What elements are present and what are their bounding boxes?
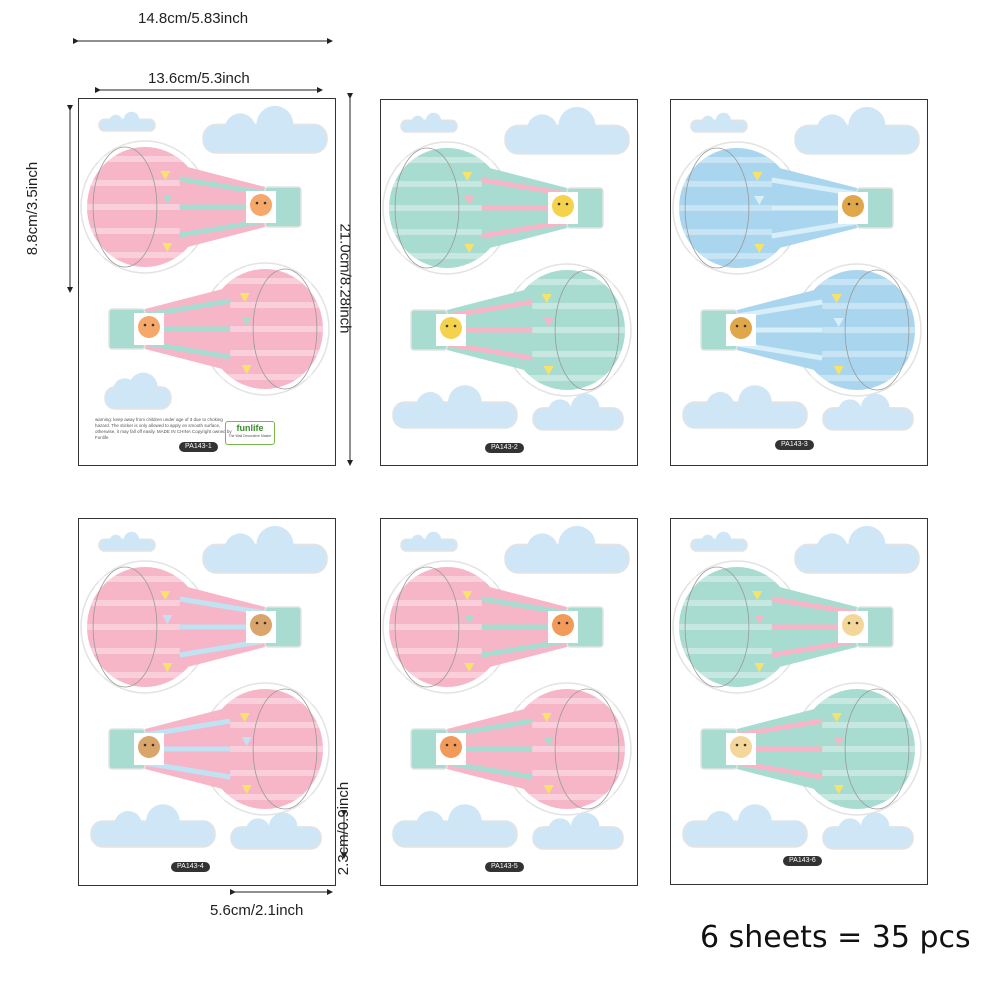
sticker-sheet-4: PA143-4 <box>78 518 336 886</box>
hot-air-balloon-sticker <box>382 141 604 275</box>
hot-air-balloon-sticker <box>80 560 302 694</box>
cloud-sticker <box>392 804 518 848</box>
sheet-code-4: PA143-4 <box>171 862 210 872</box>
cloud-sticker <box>682 804 808 848</box>
sheet-code-1: PA143-1 <box>179 442 218 452</box>
giraffe-face-icon <box>440 317 462 339</box>
cloud-sticker <box>794 525 920 574</box>
cloud-sticker <box>532 393 624 431</box>
cloud-sticker <box>690 112 748 133</box>
balloon-height-label: 8.8cm/3.5inch <box>24 161 42 256</box>
bunny-face-icon <box>730 736 752 758</box>
sticker-sheet-6: PA143-6 <box>670 518 928 885</box>
sticker-sheet-2: PA143-2 <box>380 99 638 466</box>
hot-air-balloon-sticker <box>672 560 894 694</box>
cloud-sticker <box>202 525 328 574</box>
sheet-code-5: PA143-5 <box>485 862 524 872</box>
summary-text: 6 sheets = 35 pcs <box>700 920 971 955</box>
cloud-sticker <box>98 531 156 552</box>
cloud-sticker <box>230 812 322 850</box>
cloud-sticker <box>690 531 748 552</box>
fox-face-icon <box>552 614 574 636</box>
sheet-width-inner-label: 13.6cm/5.3inch <box>148 70 250 87</box>
bear-face-icon <box>250 614 272 636</box>
giraffe-face-icon <box>552 195 574 217</box>
cloud-sticker <box>400 112 458 133</box>
hot-air-balloon-sticker <box>672 141 894 275</box>
cloud-sticker <box>392 385 518 429</box>
warning-text: warning: keep away from children under a… <box>95 417 232 440</box>
fox-face-icon <box>440 736 462 758</box>
bunny-face-icon <box>842 614 864 636</box>
cloud-sticker <box>682 385 808 429</box>
sheet-6-artwork <box>672 525 922 850</box>
cloud-sticker <box>822 393 914 431</box>
bear-face-icon <box>138 736 160 758</box>
hot-air-balloon-sticker <box>410 682 632 816</box>
cloud-sticker <box>202 105 328 154</box>
hot-air-balloon-sticker <box>80 140 302 274</box>
hot-air-balloon-sticker <box>108 262 330 396</box>
lion-face-icon <box>730 317 752 339</box>
sticker-sheet-1: warning: keep away from children under a… <box>78 98 336 466</box>
tiger-face-icon <box>250 194 272 216</box>
cloud-sticker <box>794 106 920 155</box>
sheet-width-outer-label: 14.8cm/5.83inch <box>138 10 249 27</box>
cloud-width-label: 5.6cm/2.1inch <box>210 902 304 919</box>
cloud-sticker <box>532 812 624 850</box>
cloud-sticker <box>90 804 216 848</box>
hot-air-balloon-sticker <box>410 263 632 397</box>
cloud-sticker <box>504 106 630 155</box>
sheet-3-artwork <box>672 106 922 431</box>
sheet-5-artwork <box>382 525 632 850</box>
sheet-code-6: PA143-6 <box>783 856 822 866</box>
cloud-sticker <box>104 372 172 410</box>
sheet-code-2: PA143-2 <box>485 443 524 453</box>
cloud-sticker <box>400 531 458 552</box>
sheet-4-artwork <box>80 525 330 850</box>
hot-air-balloon-sticker <box>108 682 330 816</box>
hot-air-balloon-sticker <box>700 263 922 397</box>
sticker-sheet-3: PA143-3 <box>670 99 928 466</box>
sheet-2-artwork <box>382 106 632 431</box>
sticker-sheet-5: PA143-5 <box>380 518 638 886</box>
lion-face-icon <box>842 195 864 217</box>
sheet-height-label: 21.0cm/8.28inch <box>336 223 354 334</box>
sheet-1-artwork <box>80 105 330 410</box>
logo-tagline: The Wall Decorative Master <box>228 434 272 438</box>
tiger-face-icon <box>138 316 160 338</box>
hot-air-balloon-sticker <box>382 560 604 694</box>
logo-text: funlife <box>236 423 264 433</box>
hot-air-balloon-sticker <box>700 682 922 816</box>
cloud-height-label: 2.3cm/0.9inch <box>335 781 353 876</box>
funlife-logo: funlife The Wall Decorative Master <box>225 421 275 445</box>
sheet-code-3: PA143-3 <box>775 440 814 450</box>
cloud-sticker <box>504 525 630 574</box>
cloud-sticker <box>98 111 156 132</box>
cloud-sticker <box>822 812 914 850</box>
